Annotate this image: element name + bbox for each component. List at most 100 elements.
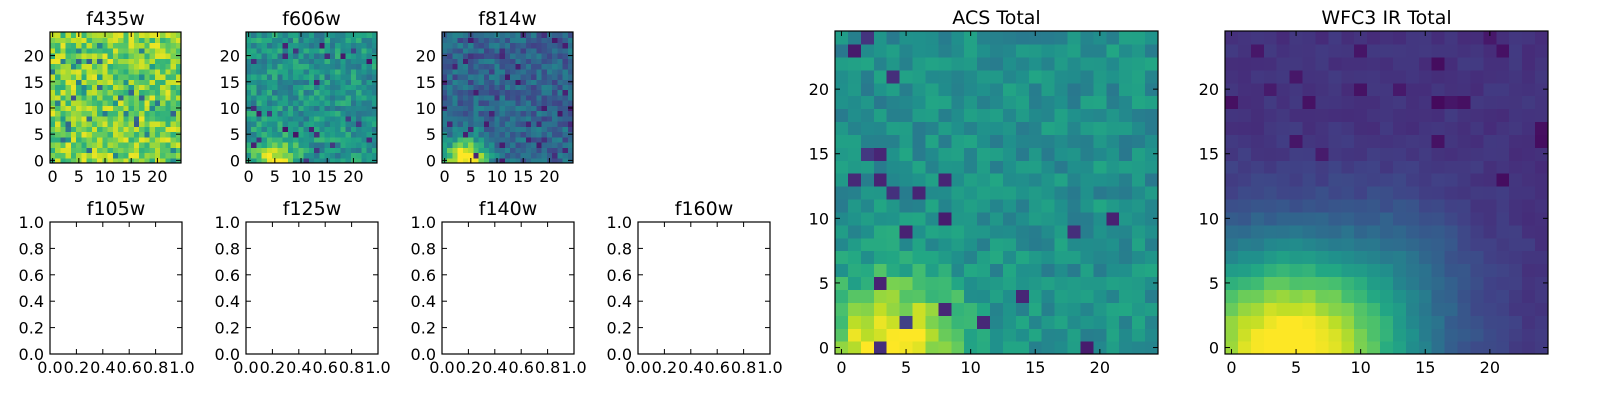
heatmap-cell bbox=[1367, 82, 1381, 97]
heatmap-cell bbox=[123, 131, 130, 138]
heatmap-cell bbox=[912, 82, 927, 97]
panel-title: f125w bbox=[283, 198, 342, 220]
heatmap-cell bbox=[50, 121, 56, 127]
heatmap-cell bbox=[256, 89, 263, 96]
panel-title: f105w bbox=[87, 198, 146, 220]
heatmap-cell bbox=[489, 63, 495, 70]
heatmap-cell bbox=[860, 56, 875, 71]
heatmap-cell bbox=[447, 79, 454, 85]
y-tick-label: 0 bbox=[1209, 339, 1219, 358]
heatmap-cell bbox=[107, 157, 114, 164]
heatmap-cell bbox=[938, 224, 952, 239]
heatmap-cell bbox=[1250, 31, 1265, 45]
heatmap-cell bbox=[170, 42, 177, 49]
heatmap-cell bbox=[886, 173, 901, 187]
heatmap-cell bbox=[536, 121, 543, 127]
heatmap-cell bbox=[293, 89, 299, 96]
heatmap-cell bbox=[1067, 147, 1082, 161]
heatmap-cell bbox=[97, 52, 103, 59]
heatmap-cell bbox=[1380, 198, 1394, 213]
heatmap-cell bbox=[886, 56, 901, 71]
heatmap-cell bbox=[55, 63, 62, 70]
heatmap-cell bbox=[1289, 198, 1304, 213]
heatmap-cell bbox=[107, 89, 114, 96]
heatmap-cell bbox=[139, 63, 145, 70]
heatmap-cell bbox=[293, 131, 299, 138]
heatmap-cell bbox=[1225, 250, 1239, 265]
heatmap-cell bbox=[1496, 160, 1510, 174]
heatmap-cell bbox=[261, 89, 268, 96]
heatmap-cell bbox=[50, 63, 56, 70]
x-tick-label: 15 bbox=[1025, 358, 1045, 377]
heatmap-cell bbox=[1028, 328, 1043, 342]
heatmap-cell bbox=[70, 42, 77, 49]
heatmap-cell bbox=[567, 100, 574, 106]
heatmap-cell bbox=[1328, 108, 1342, 123]
heatmap-cell bbox=[1302, 263, 1317, 278]
heatmap-cell bbox=[1535, 82, 1549, 97]
heatmap-cell bbox=[1392, 211, 1407, 226]
x-tick-label: 5 bbox=[901, 358, 911, 377]
y-tick-label: 0.8 bbox=[19, 239, 44, 258]
heatmap-cell bbox=[335, 89, 341, 96]
heatmap-cell bbox=[938, 69, 952, 84]
heatmap-cell bbox=[1483, 315, 1497, 329]
x-tick-label: 0.4 bbox=[482, 358, 507, 377]
heatmap-cell bbox=[1289, 237, 1304, 252]
heatmap-cell bbox=[340, 100, 347, 106]
heatmap-cell bbox=[462, 89, 469, 96]
heatmap-cell bbox=[303, 42, 310, 49]
heatmap-cell bbox=[899, 237, 914, 252]
heatmap-cell bbox=[562, 142, 569, 148]
heatmap-cell bbox=[860, 82, 875, 97]
heatmap-cell bbox=[1405, 289, 1420, 303]
heatmap-cell bbox=[536, 136, 543, 143]
heatmap-cell bbox=[133, 94, 140, 101]
heatmap-cell bbox=[128, 147, 135, 154]
heatmap-cell bbox=[562, 79, 569, 85]
heatmap-cell bbox=[144, 126, 151, 133]
heatmap-cell bbox=[1431, 198, 1446, 213]
heatmap-cell bbox=[499, 37, 506, 44]
heatmap-cell bbox=[329, 89, 336, 96]
heatmap-cell bbox=[1276, 108, 1291, 123]
heatmap-cell bbox=[483, 136, 490, 143]
heatmap-cell bbox=[1067, 43, 1082, 58]
heatmap-cell bbox=[1132, 160, 1146, 174]
heatmap-cell bbox=[1041, 315, 1056, 329]
heatmap-cell bbox=[144, 157, 151, 164]
heatmap-cell bbox=[1380, 186, 1394, 200]
heatmap-cell bbox=[118, 58, 124, 65]
heatmap-cell bbox=[452, 94, 459, 101]
heatmap-cell bbox=[1328, 237, 1342, 252]
heatmap-cell bbox=[102, 110, 109, 117]
heatmap-cell bbox=[144, 42, 151, 49]
heatmap-cell bbox=[1106, 134, 1120, 148]
heatmap-cell bbox=[847, 211, 862, 226]
heatmap-cell bbox=[256, 42, 263, 49]
heatmap-cell bbox=[925, 263, 939, 278]
heatmap-cell bbox=[1496, 95, 1510, 110]
heatmap-cell bbox=[504, 32, 511, 38]
heatmap-cell bbox=[1225, 56, 1239, 71]
heatmap-cell bbox=[60, 115, 67, 122]
heatmap-cell bbox=[990, 160, 1004, 174]
heatmap-cell bbox=[525, 47, 532, 54]
heatmap-cell bbox=[1535, 95, 1549, 110]
heatmap-cell bbox=[452, 58, 459, 65]
heatmap-cell bbox=[329, 79, 336, 85]
heatmap-cell bbox=[541, 52, 548, 59]
heatmap-cell bbox=[366, 79, 373, 85]
heatmap-cell bbox=[925, 341, 939, 355]
heatmap-cell bbox=[1392, 108, 1407, 123]
heatmap-cell bbox=[562, 110, 569, 117]
heatmap-cell bbox=[1535, 198, 1549, 213]
heatmap-cell bbox=[60, 37, 67, 44]
heatmap-cell bbox=[133, 152, 140, 159]
heatmap-cell bbox=[324, 142, 331, 148]
heatmap-cell bbox=[1328, 43, 1342, 58]
heatmap-cell bbox=[1106, 250, 1120, 265]
heatmap-cell bbox=[1522, 211, 1536, 226]
heatmap-cell bbox=[515, 63, 522, 70]
heatmap-cell bbox=[1509, 108, 1523, 123]
